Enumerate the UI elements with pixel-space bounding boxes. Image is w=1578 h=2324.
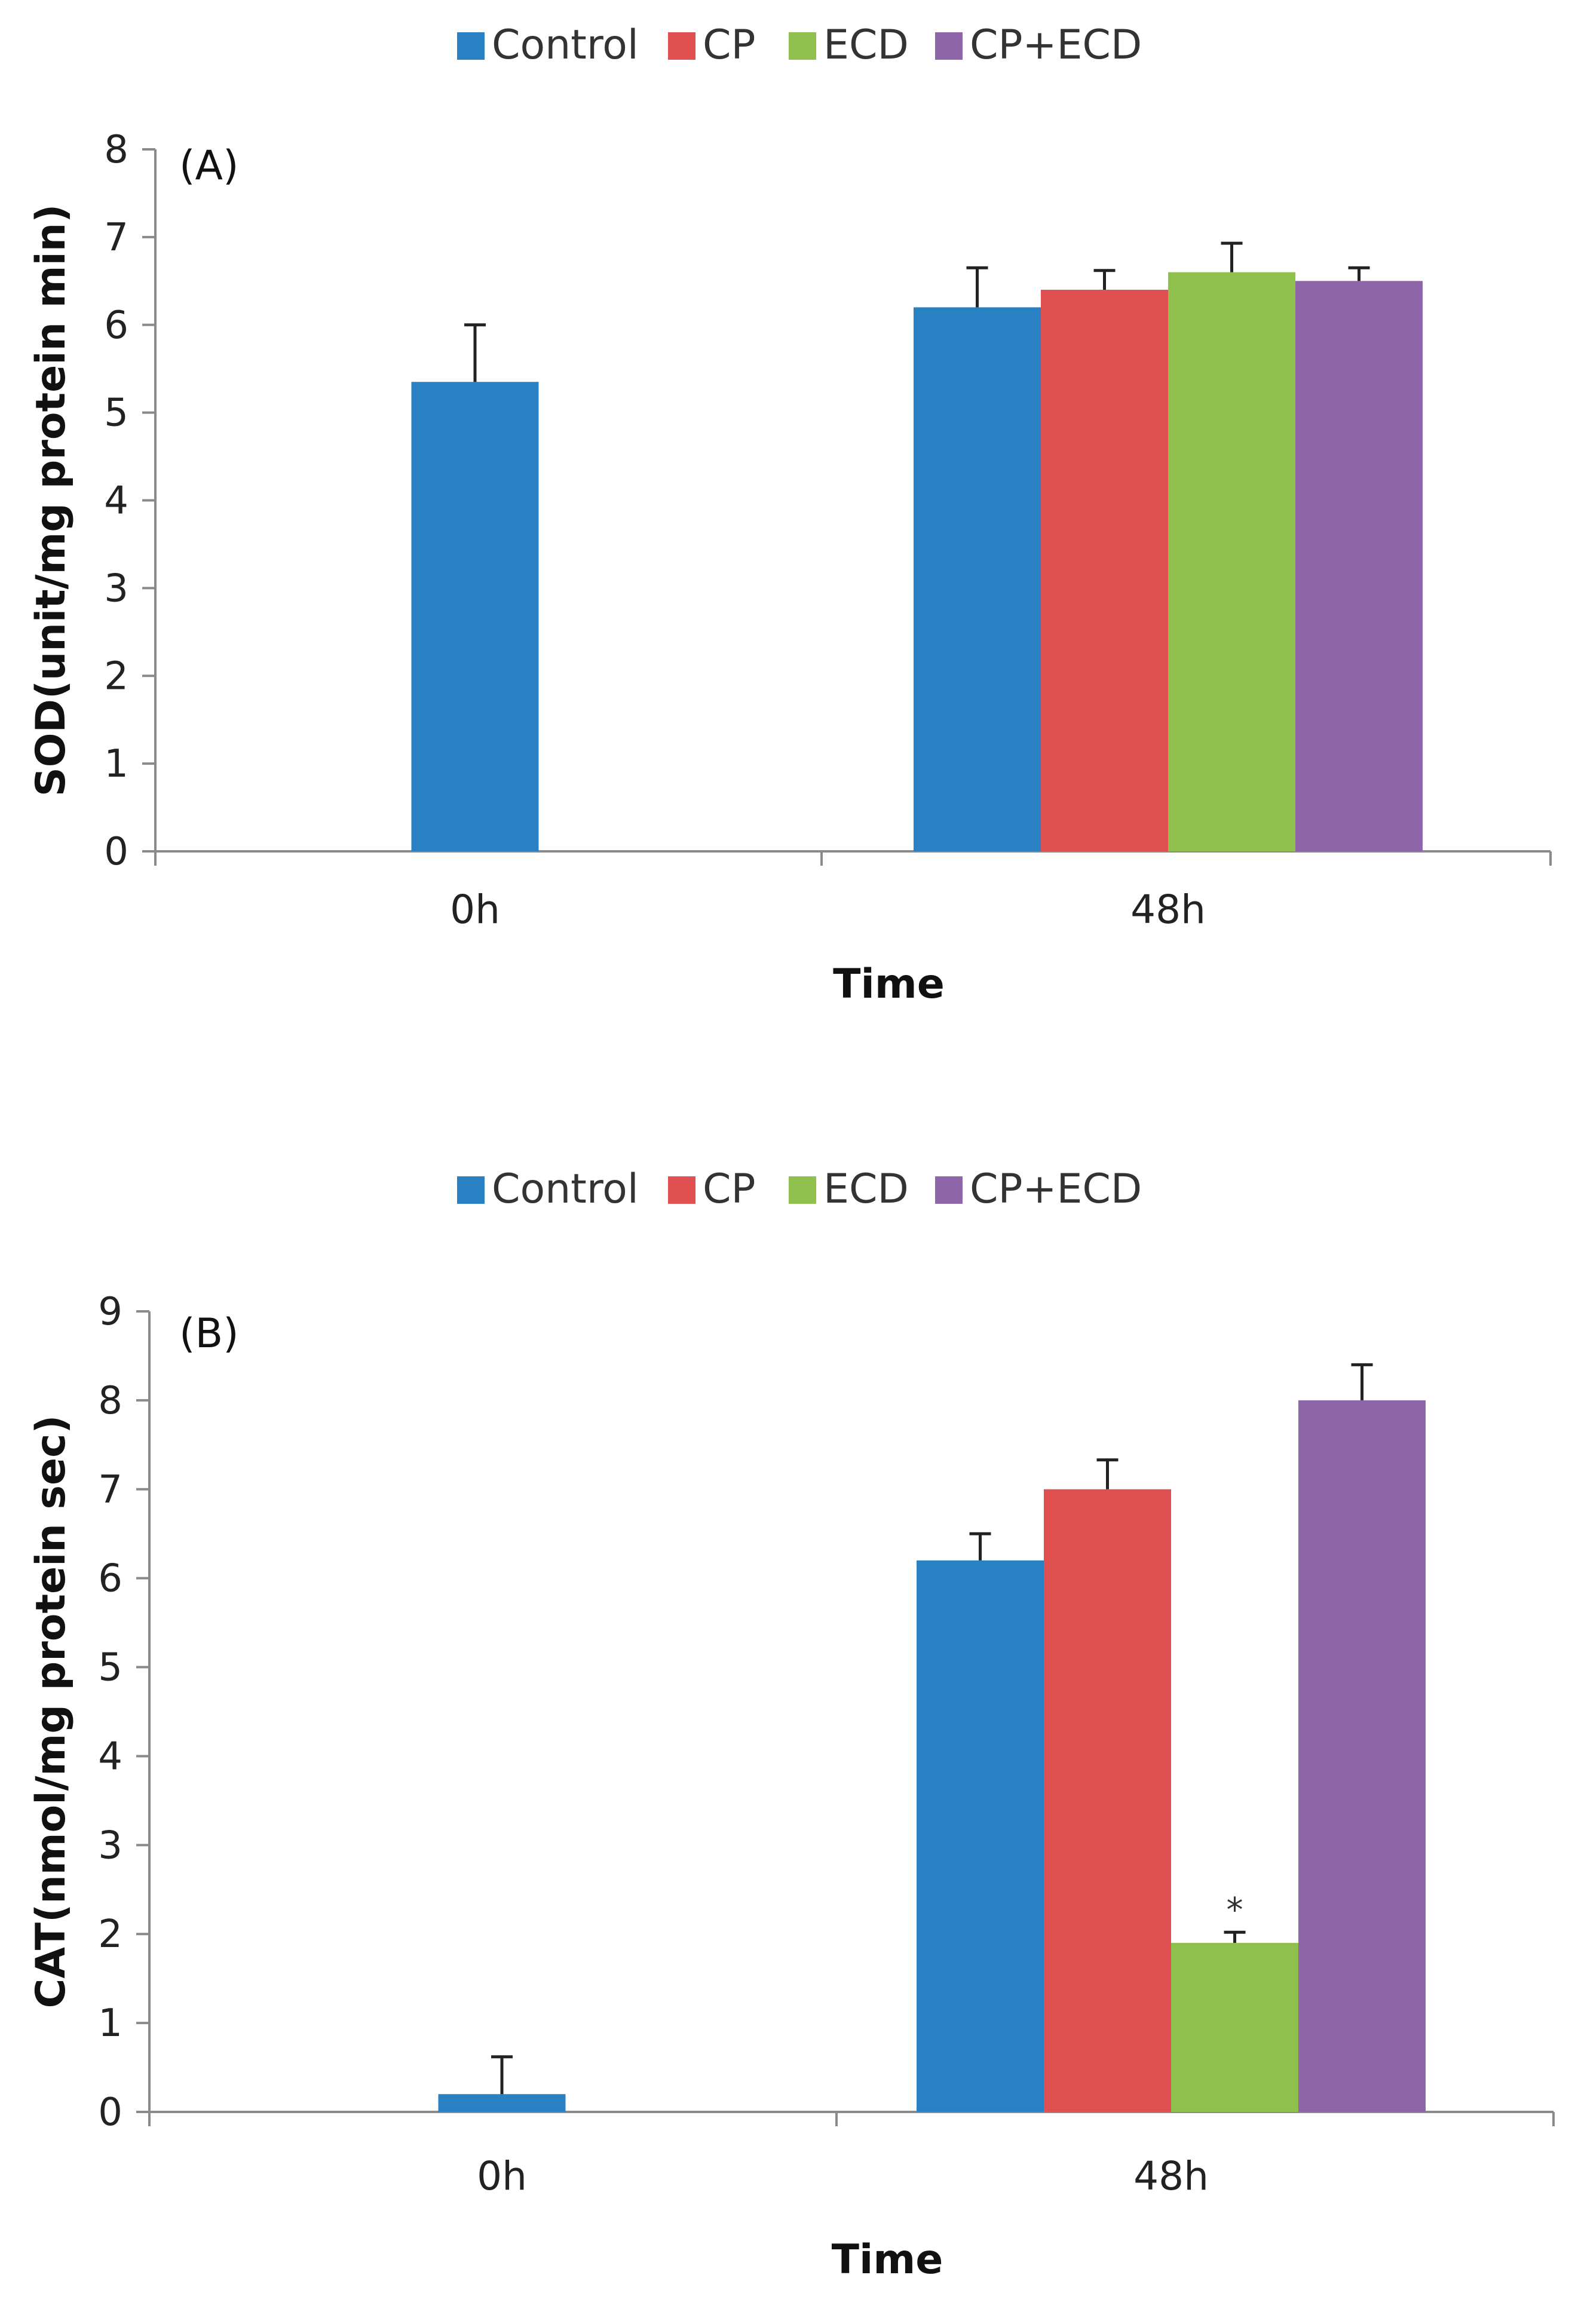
bar-control-0h bbox=[411, 382, 539, 851]
y-tick-label: 2 bbox=[98, 1912, 122, 1957]
y-tick-label: 2 bbox=[104, 654, 128, 698]
y-tick-label: 0 bbox=[104, 830, 128, 874]
bar-control-48h bbox=[917, 1560, 1044, 2112]
legend-swatch-ecd bbox=[789, 32, 816, 60]
legend-swatch-control bbox=[457, 32, 485, 60]
y-tick-label: 8 bbox=[98, 1379, 122, 1423]
y-tick-label: 5 bbox=[98, 1646, 122, 1690]
y-tick-label: 7 bbox=[98, 1468, 122, 1512]
x-category-label: 48h bbox=[1130, 887, 1206, 933]
y-tick-label: 9 bbox=[98, 1290, 122, 1334]
x-category-label: 0h bbox=[450, 887, 500, 933]
y-tick-label: 1 bbox=[104, 742, 128, 786]
legend-label-ecd: ECD bbox=[823, 22, 909, 69]
panel-label-b: (B) bbox=[179, 1310, 239, 1357]
y-tick-label: 4 bbox=[98, 1734, 122, 1779]
significance-marker: * bbox=[1227, 1891, 1243, 1930]
x-axis-title: Time bbox=[832, 2236, 943, 2283]
legend-label-ecd: ECD bbox=[823, 1166, 909, 1213]
y-tick-label: 6 bbox=[98, 1557, 122, 1601]
panel-label-a: (A) bbox=[179, 142, 239, 189]
legend-label-cp-ecd: CP+ECD bbox=[970, 22, 1142, 69]
y-tick-label: 4 bbox=[104, 479, 128, 523]
legend-swatch-cp bbox=[668, 1176, 695, 1204]
y-axis-title: SOD(unit/mg protein min) bbox=[27, 204, 75, 797]
x-axis-title: Time bbox=[833, 961, 945, 1008]
legend-swatch-cp-ecd bbox=[935, 32, 963, 60]
chart-a-svg: Control CP ECD CP+ECD 0 1 2 3 4 5 6 7 8 0h 48h (A) Time S… bbox=[27, 22, 1552, 1008]
bar-ecd-48h bbox=[1171, 1943, 1298, 2112]
y-axis-title: CAT(nmol/mg protein sec) bbox=[27, 1415, 75, 2009]
legend-label-cp: CP bbox=[703, 22, 756, 69]
bar-control-0h bbox=[438, 2094, 566, 2112]
y-tick-label: 7 bbox=[104, 216, 128, 260]
legend-label-control: Control bbox=[492, 1166, 639, 1213]
chart-b-svg: Control CP ECD CP+ECD 0 1 2 3 4 5 6 7 8 9 0h 48h * (B) Tim… bbox=[27, 1166, 1555, 2283]
legend-label-cp-ecd: CP+ECD bbox=[970, 1166, 1142, 1213]
chart-panel-b: Control CP ECD CP+ECD 0 1 2 3 4 5 6 7 8 9 0h 48h * (B) Tim… bbox=[0, 1162, 1578, 2324]
legend-swatch-control bbox=[457, 1176, 485, 1204]
legend-label-control: Control bbox=[492, 22, 639, 69]
legend-swatch-cp-ecd bbox=[935, 1176, 963, 1204]
bar-ecd-48h bbox=[1168, 272, 1295, 851]
y-tick-label: 0 bbox=[98, 2090, 122, 2135]
legend-swatch-cp bbox=[668, 32, 695, 60]
bar-cp-ecd-48h bbox=[1298, 1400, 1426, 2112]
bar-cp-ecd-48h bbox=[1295, 281, 1423, 851]
legend-label-cp: CP bbox=[703, 1166, 756, 1213]
legend-b: Control CP ECD CP+ECD bbox=[457, 1166, 1142, 1213]
bar-cp-48h bbox=[1041, 290, 1168, 851]
legend-swatch-ecd bbox=[789, 1176, 816, 1204]
y-tick-label: 5 bbox=[104, 391, 128, 436]
x-category-label: 48h bbox=[1133, 2153, 1209, 2199]
bar-control-48h bbox=[914, 307, 1041, 851]
y-tick-label: 8 bbox=[104, 128, 128, 172]
bar-cp-48h bbox=[1044, 1489, 1171, 2112]
y-tick-label: 1 bbox=[98, 2001, 122, 2046]
x-category-label: 0h bbox=[477, 2153, 527, 2199]
y-tick-label: 6 bbox=[104, 303, 128, 348]
legend-a: Control CP ECD CP+ECD bbox=[457, 22, 1142, 69]
y-tick-label: 3 bbox=[98, 1823, 122, 1868]
chart-panel-a: Control CP ECD CP+ECD 0 1 2 3 4 5 6 7 8 0h 48h (A) Time S… bbox=[27, 22, 1552, 1008]
y-tick-label: 3 bbox=[104, 566, 128, 611]
